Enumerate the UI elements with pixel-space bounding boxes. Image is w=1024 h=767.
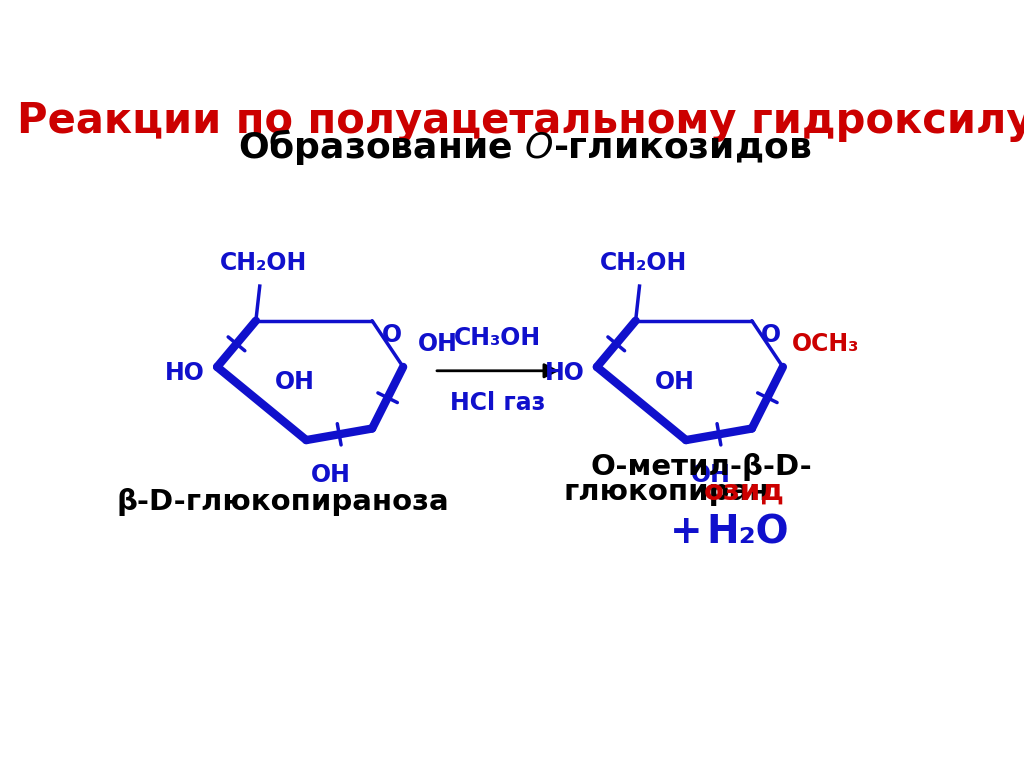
Text: +: + (670, 513, 702, 551)
Text: Реакции по полуацетальному гидроксилу: Реакции по полуацетальному гидроксилу (16, 100, 1024, 142)
Text: CH₂OH: CH₂OH (600, 251, 687, 275)
Text: CH₂OH: CH₂OH (220, 251, 307, 275)
Text: HO: HO (545, 361, 585, 385)
Text: HCl газ: HCl газ (450, 391, 546, 415)
Text: CH₃OH: CH₃OH (454, 327, 542, 351)
Text: OH: OH (274, 370, 314, 394)
Text: H₂O: H₂O (707, 513, 790, 551)
Text: глюкопиран: глюкопиран (563, 478, 770, 505)
Text: OH: OH (654, 370, 694, 394)
Text: озид: озид (703, 478, 784, 505)
Text: OCH₃: OCH₃ (792, 332, 859, 356)
Text: OH: OH (418, 332, 458, 356)
Text: OH: OH (691, 463, 731, 487)
Text: OH: OH (311, 463, 351, 487)
Text: O-метил-β-D-: O-метил-β-D- (591, 453, 812, 481)
Text: HO: HO (165, 361, 205, 385)
Text: O: O (381, 323, 401, 347)
Text: β-D-глюкопираноза: β-D-глюкопираноза (117, 488, 450, 515)
Text: Образование $\mathit{O}$-гликозидов: Образование $\mathit{O}$-гликозидов (238, 127, 812, 167)
Text: O: O (761, 323, 781, 347)
